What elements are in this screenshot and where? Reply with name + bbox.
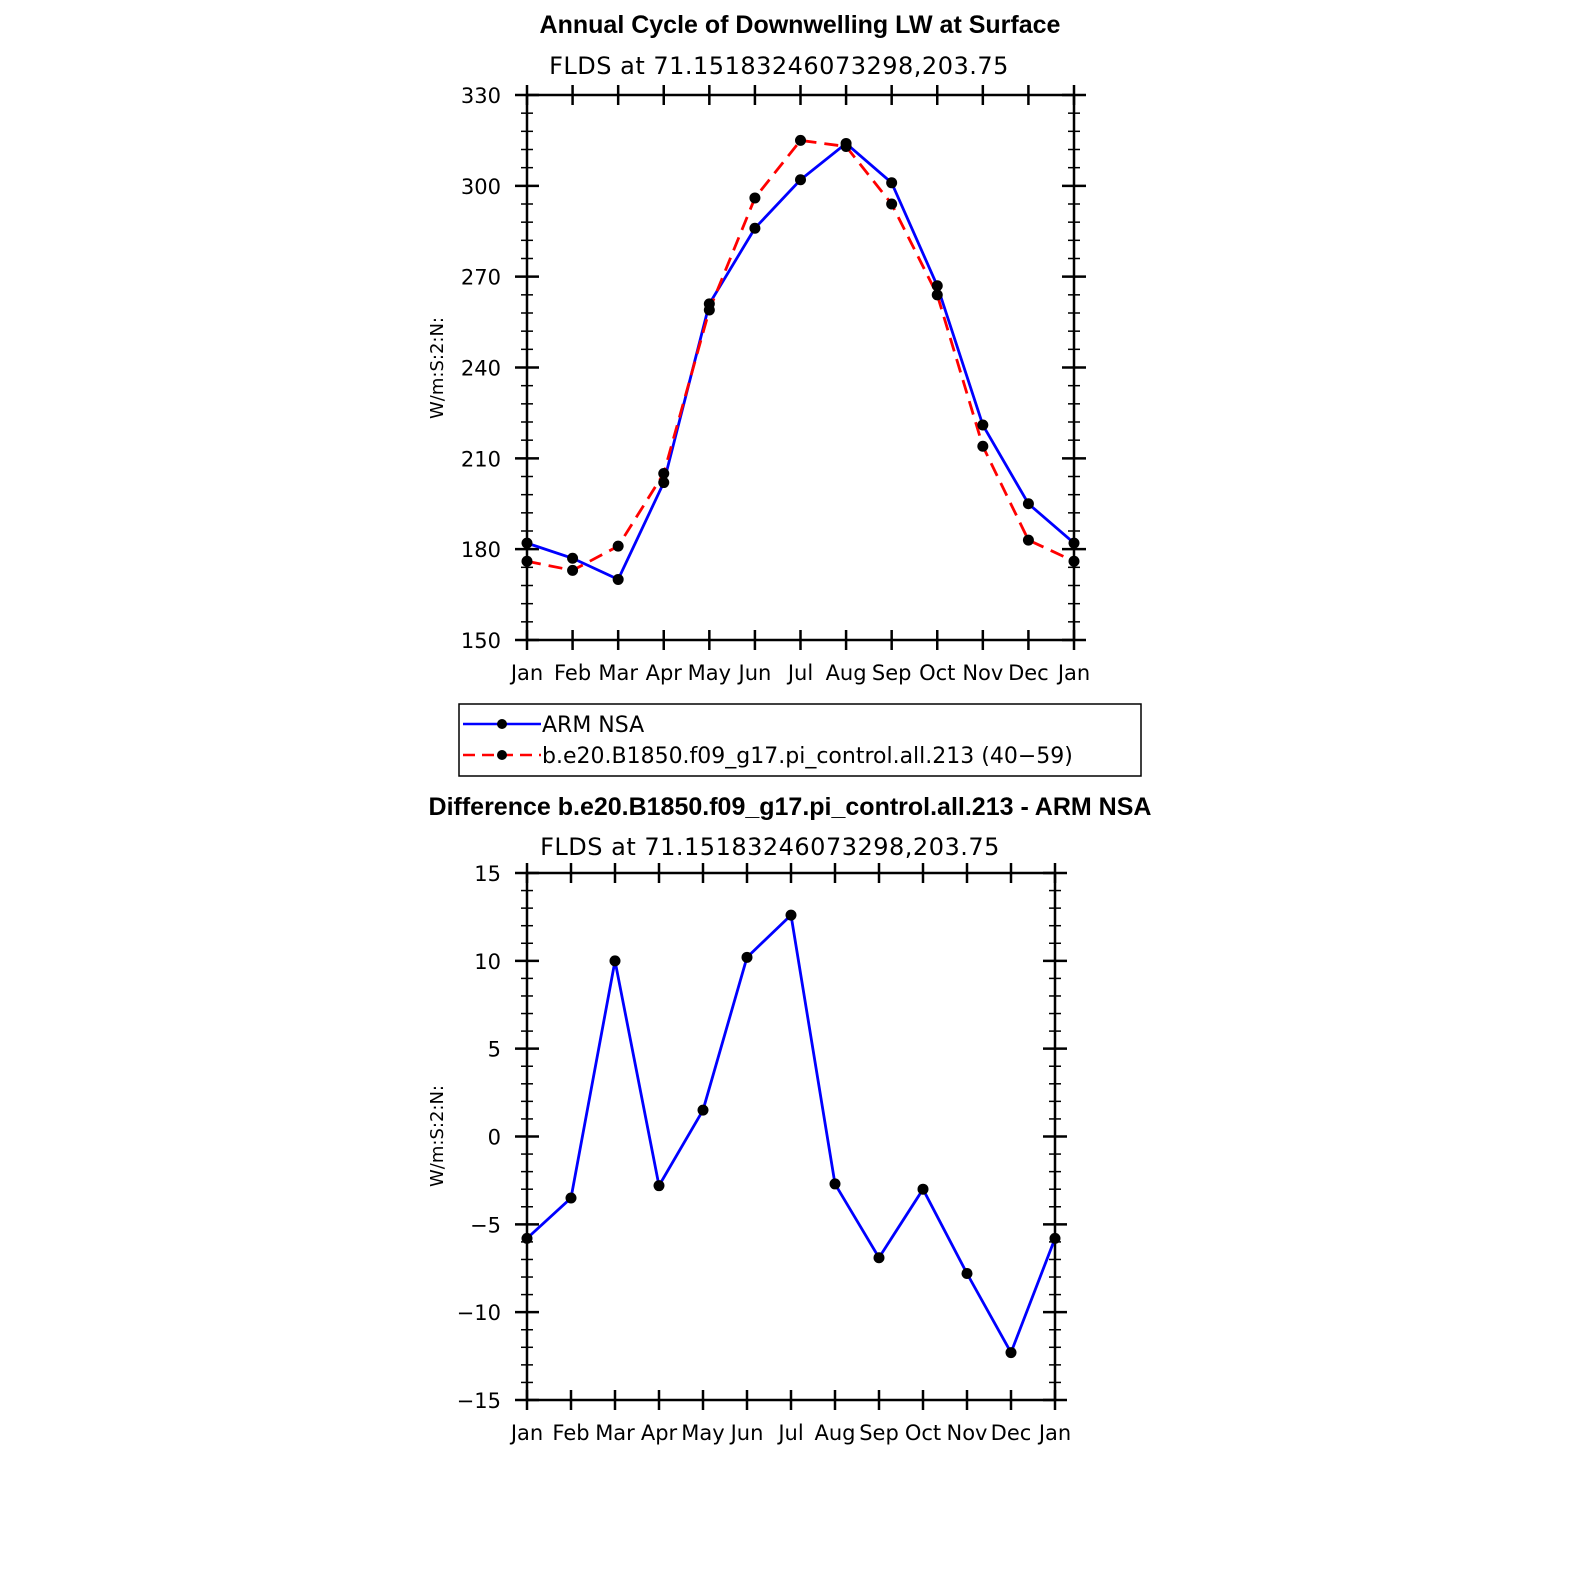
top-chart-series-1-point (521, 555, 533, 567)
bottom-chart-x-tick-label: Aug (814, 1421, 855, 1445)
bottom-chart-x-tick-label: Mar (595, 1421, 635, 1445)
bottom-chart-series-line-0 (526, 912, 1057, 1356)
bottom-chart-y-tick-label: −15 (457, 1389, 501, 1413)
top-chart-series-0-point (886, 177, 898, 189)
top-chart-x-tick-label: May (688, 661, 731, 685)
top-chart-series-1-point (567, 564, 579, 576)
bottom-chart-series-0-point (1005, 1347, 1017, 1359)
bottom-chart-plot: Jan Feb Mar Apr May Jun Jul Aug Sep Oct Nov Dec Jan−… (457, 862, 1072, 1445)
top-chart-series-1-point (977, 440, 989, 452)
top-chart-x-tick-label: Dec (1008, 661, 1049, 685)
top-chart-series-1-point (840, 140, 852, 152)
top-chart-series-1-point (795, 134, 806, 146)
bottom-chart-x-tick-label: Nov (947, 1421, 988, 1445)
bottom-chart-x-tick-label: Jul (776, 1421, 803, 1445)
top-chart-x-tick-label: Mar (598, 661, 638, 685)
bottom-chart-x-tick-label: Dec (991, 1421, 1032, 1445)
top-chart-title: Annual Cycle of Downwelling LW at Surfac… (540, 11, 1061, 39)
bottom-chart-title: Difference b.e20.B1850.f09_g17.pi_contro… (429, 793, 1152, 821)
bottom-chart-x-tick-label: Feb (552, 1421, 589, 1445)
bottom-chart-series-0-point (565, 1192, 577, 1204)
top-chart-legend: ARM NSA b.e20.B1850.f09_g17.pi_control.a… (458, 703, 1142, 777)
top-chart-y-axis-label: W/m:S:2:N: (427, 317, 448, 419)
top-chart-y-tick-label: 150 (461, 629, 501, 653)
top-chart-plot: Jan Feb Mar Apr May Jun Jul Aug Sep Oct Nov Dec Jan 1… (461, 84, 1090, 685)
top-chart-series-0-point (977, 419, 989, 431)
top-chart-series-1-point (1022, 534, 1034, 546)
top-chart-y-tick-label: 240 (461, 357, 501, 381)
top-chart-x-tick-label: Nov (962, 661, 1003, 685)
bottom-chart-series-0-point (829, 1178, 841, 1190)
bottom-chart-x-tick-label: Apr (641, 1421, 678, 1445)
bottom-chart-y-tick-label: −5 (470, 1213, 501, 1237)
top-chart-x-tick-label: Sep (872, 661, 912, 685)
top-chart-series-line-0 (526, 141, 1075, 582)
bottom-chart-x-tick-label: Jun (729, 1421, 764, 1445)
top-chart-series-1-point (658, 467, 670, 479)
top-chart-x-tick-label: Apr (646, 661, 683, 685)
top-chart-series-1-point (612, 540, 624, 552)
legend-entry-model: b.e20.B1850.f09_g17.pi_control.all.213 (… (542, 744, 1073, 769)
top-chart-x-tick-label: Oct (919, 661, 955, 685)
bottom-chart-series-0-point (697, 1104, 709, 1116)
legend-swatch-marker-arm-nsa (497, 719, 507, 729)
bottom-chart-series-0-point (873, 1252, 885, 1264)
top-chart-y-tick-label: 330 (461, 84, 501, 108)
top-chart-subtitle: FLDS at 71.15183246073298,203.75 (549, 52, 1009, 80)
bottom-chart-x-tick-label: Sep (859, 1421, 899, 1445)
bottom-chart-series-0-point (609, 955, 621, 967)
bottom-chart-x-tick-label: May (681, 1421, 724, 1445)
bottom-chart-series-0-point (653, 1180, 665, 1192)
bottom-chart-series-0-point (521, 1232, 533, 1244)
top-chart-series-0-point (658, 477, 670, 489)
top-chart-series-1-point (886, 198, 898, 210)
top-chart-series-0-point (612, 573, 624, 585)
bottom-chart-series-0-point (741, 951, 753, 963)
bottom-chart-series-0-point (1049, 1232, 1061, 1244)
top-chart-series-0-point (1022, 498, 1034, 510)
top-chart-series-0-point (567, 552, 579, 564)
bottom-chart-y-tick-label: 15 (474, 862, 501, 886)
bottom-chart-series-0-point (785, 909, 797, 921)
top-chart-series-1-point (1068, 555, 1080, 567)
bottom-chart-series-0-point (917, 1183, 929, 1195)
bottom-chart-series-0-point (961, 1268, 973, 1280)
bottom-chart-x-tick-label: Oct (905, 1421, 941, 1445)
top-chart-x-tick-label: Jul (786, 661, 813, 685)
top-chart-series-1-point (749, 192, 761, 204)
top-chart-series-line-1 (526, 138, 1075, 572)
legend-swatch-marker-model (497, 750, 507, 760)
bottom-chart-y-tick-label: 0 (488, 1126, 501, 1150)
top-chart-series-0-point (749, 222, 761, 234)
top-chart-series-1-point (703, 304, 715, 316)
top-chart-y-tick-label: 210 (461, 447, 501, 471)
bottom-chart-y-tick-label: 10 (474, 950, 501, 974)
bottom-chart-x-tick-label: Jan (509, 1421, 543, 1445)
top-chart-series-0-point (795, 174, 806, 186)
top-chart-series-0-point (521, 537, 533, 549)
top-chart-x-tick-label: Aug (826, 661, 867, 685)
top-chart-x-tick-label: Feb (554, 661, 591, 685)
top-chart-series-0-point (1068, 537, 1080, 549)
bottom-chart-x-tick-label: Jan (1037, 1421, 1071, 1445)
legend-entry-arm-nsa: ARM NSA (542, 713, 644, 738)
top-chart-x-tick-label: Jan (1056, 661, 1090, 685)
top-chart-y-tick-label: 300 (461, 175, 501, 199)
top-chart-x-tick-label: Jan (509, 661, 543, 685)
top-chart-x-tick-label: Jun (737, 661, 772, 685)
bottom-chart-y-tick-label: −10 (457, 1301, 501, 1325)
legend-box (458, 703, 1142, 777)
bottom-chart-subtitle: FLDS at 71.15183246073298,203.75 (540, 833, 1000, 861)
bottom-chart-y-axis-label: W/m:S:2:N: (427, 1085, 448, 1187)
bottom-chart-plot-frame (525, 871, 1057, 1402)
top-chart-series-1-point (931, 289, 943, 301)
top-chart-y-tick-label: 270 (461, 266, 501, 290)
top-chart-series-0-point (931, 280, 943, 292)
top-chart-y-tick-label: 180 (461, 538, 501, 562)
bottom-chart-y-tick-label: 5 (488, 1038, 501, 1062)
